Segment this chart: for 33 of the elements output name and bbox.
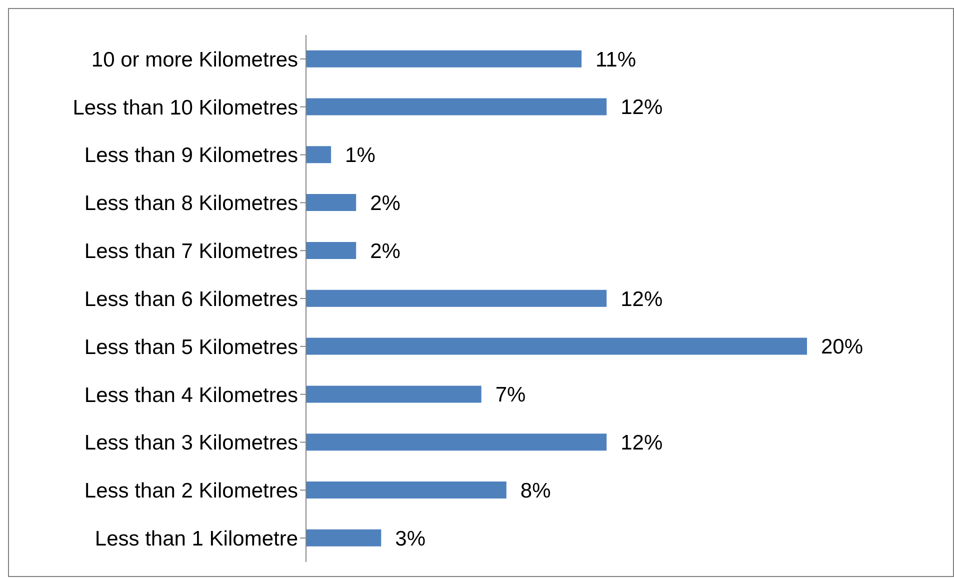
y-tick-label: Less than 3 Kilometres <box>84 432 298 455</box>
data-label: 2% <box>370 240 400 263</box>
y-tick-label: Less than 1 Kilometre <box>94 528 298 550</box>
data-label: 1% <box>345 144 376 168</box>
bar <box>306 98 607 116</box>
bar <box>306 434 607 451</box>
bar <box>306 482 506 499</box>
data-label: 12% <box>620 288 663 311</box>
bar <box>306 242 356 259</box>
y-tick-label: Less than 9 Kilometres <box>84 144 298 168</box>
bar <box>306 529 382 546</box>
y-tick-label: Less than 10 Kilometres <box>72 96 298 120</box>
data-label: 20% <box>821 336 864 359</box>
y-tick-label: Less than 2 Kilometres <box>84 480 298 503</box>
bar <box>306 194 356 212</box>
y-tick-label: Less than 8 Kilometres <box>84 192 298 216</box>
y-tick-label: Less than 6 Kilometres <box>84 288 298 311</box>
bar <box>306 290 607 307</box>
data-label: 2% <box>370 192 400 216</box>
bar <box>306 146 332 164</box>
data-label: 12% <box>620 96 663 120</box>
bar <box>306 386 482 403</box>
data-label: 12% <box>620 432 663 455</box>
data-label: 3% <box>395 527 426 550</box>
y-tick-label: 10 or more Kilometres <box>91 48 298 72</box>
data-label: 7% <box>495 384 526 407</box>
y-tick-label: Less than 4 Kilometres <box>84 384 298 407</box>
data-label: 11% <box>596 48 636 72</box>
data-label: 8% <box>520 479 551 502</box>
bar <box>306 50 582 68</box>
y-tick-label: Less than 5 Kilometres <box>84 336 298 359</box>
y-tick-label: Less than 7 Kilometres <box>84 240 298 264</box>
bar <box>306 338 807 355</box>
